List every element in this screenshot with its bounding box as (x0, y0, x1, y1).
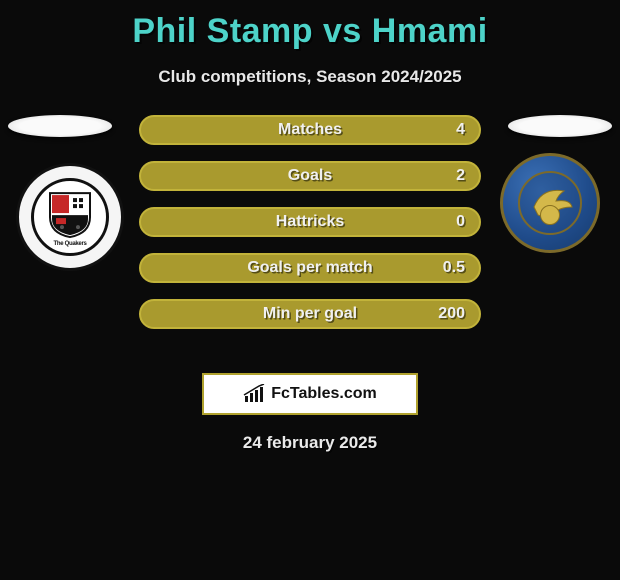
stat-value: 4 (456, 121, 465, 139)
brand-box[interactable]: FcTables.com (202, 373, 418, 415)
stat-label: Goals per match (247, 259, 372, 277)
page-title: Phil Stamp vs Hmami (0, 0, 620, 51)
stat-bar-goals: Goals 2 (139, 161, 481, 191)
club-badge-left-inner: The Quakers (31, 178, 109, 256)
subtitle: Club competitions, Season 2024/2025 (0, 67, 620, 87)
stat-bar-goals-per-match: Goals per match 0.5 (139, 253, 481, 283)
stat-bar-min-per-goal: Min per goal 200 (139, 299, 481, 329)
stat-label: Hattricks (276, 213, 344, 231)
comparison-row: The Quakers Matches 4 Goals 2 Hattricks (0, 115, 620, 355)
stat-label: Goals (288, 167, 332, 185)
brand-text: FcTables.com (271, 385, 377, 403)
stat-bar-hattricks: Hattricks 0 (139, 207, 481, 237)
stat-value: 0.5 (443, 259, 465, 277)
club-badge-left-label: The Quakers (53, 241, 86, 247)
stat-value: 2 (456, 167, 465, 185)
club-badge-left: The Quakers (16, 163, 124, 271)
shield-icon (48, 191, 92, 239)
club-badge-right (500, 153, 600, 253)
badge-right-year-dot (540, 205, 560, 225)
player-right-avatar-placeholder (508, 115, 612, 137)
date-text: 24 february 2025 (0, 433, 620, 453)
stat-label: Min per goal (263, 305, 357, 323)
stat-value: 200 (438, 305, 465, 323)
stat-value: 0 (456, 213, 465, 231)
player-left-avatar-placeholder (8, 115, 112, 137)
bars-growth-icon (243, 384, 265, 404)
infographic-root: Phil Stamp vs Hmami Club competitions, S… (0, 0, 620, 580)
stat-bars: Matches 4 Goals 2 Hattricks 0 Goals per … (139, 115, 481, 345)
stat-label: Matches (278, 121, 342, 139)
stat-bar-matches: Matches 4 (139, 115, 481, 145)
club-badge-right-inner (518, 171, 582, 235)
